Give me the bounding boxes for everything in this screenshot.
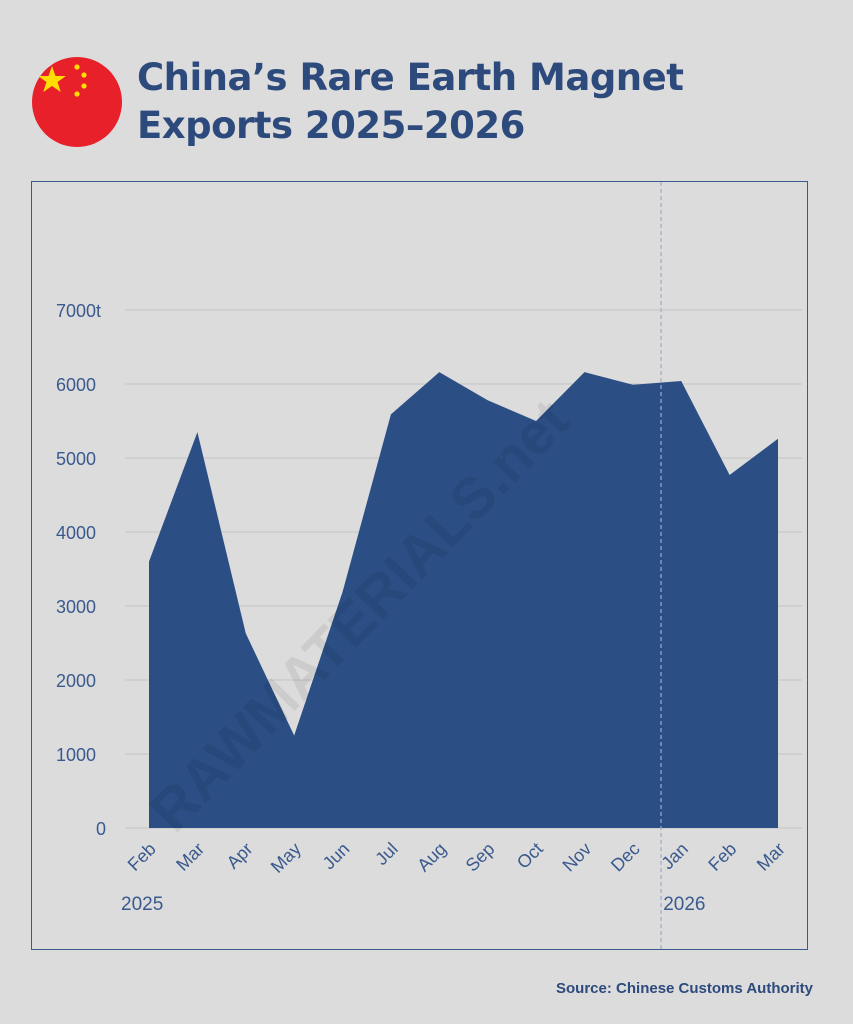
x-tick-label: Jun (319, 839, 354, 874)
y-tick-label: 4000 (56, 523, 96, 543)
x-tick-label: Mar (753, 839, 789, 875)
x-tick-label: Nov (559, 839, 596, 876)
x-tick-label: May (267, 839, 305, 877)
y-tick-label: 7000t (56, 301, 101, 321)
source-note: Source: Chinese Customs Authority (556, 980, 813, 997)
exports-area (149, 372, 778, 828)
year-label: 2025 (121, 894, 163, 915)
x-tick-label: Sep (462, 839, 499, 876)
x-tick-label: Mar (172, 839, 208, 875)
x-tick-label: Dec (607, 839, 644, 876)
x-tick-label: Jan (657, 839, 692, 874)
flag-big-star (38, 66, 66, 92)
x-tick-label: Oct (513, 839, 547, 873)
x-tick-label: Jul (371, 839, 401, 869)
y-tick-label: 6000 (56, 375, 96, 395)
title-line-1: China’s Rare Earth Magnet (137, 56, 684, 99)
year-label: 2026 (663, 894, 705, 915)
y-tick-label: 2000 (56, 671, 96, 691)
x-tick-label: Apr (223, 839, 257, 873)
chart-frame (31, 181, 808, 950)
x-tick-label: Aug (413, 839, 450, 876)
chart-title: China’s Rare Earth Magnet Exports 2025–2… (137, 54, 684, 150)
china-flag-icon (32, 57, 122, 147)
y-tick-label: 1000 (56, 745, 96, 765)
x-tick-label: Feb (124, 839, 160, 875)
y-tick-label: 3000 (56, 597, 96, 617)
x-tick-label: Feb (704, 839, 740, 875)
title-line-2: Exports 2025–2026 (137, 104, 525, 147)
y-tick-label: 5000 (56, 449, 96, 469)
y-tick-label: 0 (96, 819, 106, 839)
